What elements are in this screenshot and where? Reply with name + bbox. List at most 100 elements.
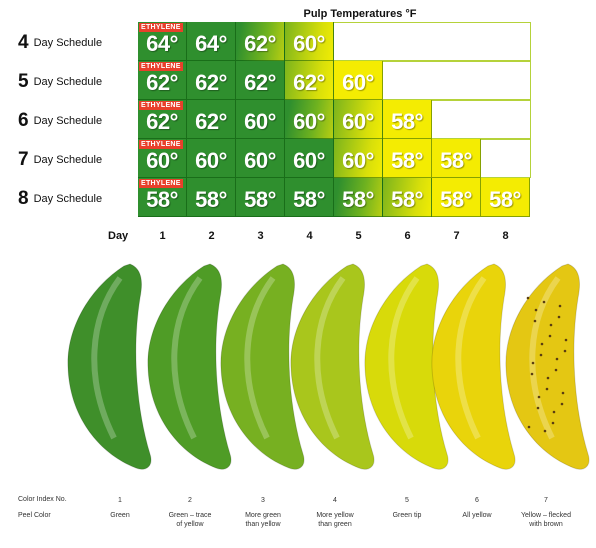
banana-2	[147, 263, 232, 470]
temp-cell: 60°	[334, 100, 383, 139]
brown-fleck	[557, 315, 561, 319]
brown-fleck	[552, 410, 556, 414]
schedule-label-5: 5 Day Schedule	[18, 63, 133, 100]
brown-fleck	[549, 323, 553, 327]
temp-cell: 62° ETHYLENE	[138, 61, 187, 100]
row-outline	[481, 139, 531, 178]
schedule-label-7: 7 Day Schedule	[18, 141, 133, 178]
day-number: 5	[355, 230, 362, 242]
ethylene-badge: ETHYLENE	[139, 23, 183, 32]
temp-cell: 62°	[187, 61, 236, 100]
color-index-value: 2	[188, 497, 192, 504]
peel-color-value: Green tip	[372, 511, 442, 520]
peel-color-line: with brown	[529, 521, 563, 528]
schedule-number: 4	[18, 31, 29, 53]
day-number: 4	[306, 230, 313, 242]
temp-cell: 60°	[236, 139, 285, 178]
temp-cell: 58°	[383, 178, 432, 217]
peel-color-label: Peel Color	[18, 512, 51, 519]
temp-cell: 62°	[236, 22, 285, 61]
banana-7	[505, 263, 590, 470]
temp-value: 58°	[244, 187, 276, 212]
day-number: 2	[208, 230, 215, 242]
temp-value: 62°	[195, 70, 227, 95]
temp-value: 58°	[391, 148, 423, 173]
peel-color-line: Green	[110, 512, 130, 519]
temp-cell: 60°	[285, 139, 334, 178]
temp-cell: 60°	[236, 100, 285, 139]
temp-cell: 60°	[334, 139, 383, 178]
temp-value: 62°	[293, 70, 325, 95]
temp-value: 58°	[195, 187, 227, 212]
peel-color-line: Yellow – flecked	[521, 512, 571, 519]
temp-cell: 58°	[432, 178, 481, 217]
schedule-text: Day Schedule	[33, 192, 103, 205]
brown-fleck	[563, 349, 567, 353]
color-index-value: 1	[118, 497, 122, 504]
banana-4	[290, 263, 375, 470]
temp-cell: 62° ETHYLENE	[138, 100, 187, 139]
schedule-label-8: 8 Day Schedule	[18, 180, 133, 217]
brown-fleck	[540, 342, 544, 346]
brown-fleck	[548, 334, 552, 338]
peel-color-value: Green	[85, 511, 155, 520]
temp-cell: 60°	[187, 139, 236, 178]
banana-highlight	[91, 276, 123, 440]
schedule-number: 5	[18, 70, 29, 92]
temp-value: 60°	[342, 148, 374, 173]
brown-fleck	[526, 296, 530, 300]
peel-color-line: of yellow	[176, 521, 204, 528]
temp-value: 60°	[293, 148, 325, 173]
temp-value: 60°	[146, 148, 178, 173]
temp-value: 58°	[391, 109, 423, 134]
brown-fleck	[534, 308, 538, 312]
ethylene-badge: ETHYLENE	[139, 62, 183, 71]
temp-cell: 64° ETHYLENE	[138, 22, 187, 61]
brown-fleck	[533, 319, 537, 323]
brown-fleck	[545, 387, 549, 391]
temp-cell: 62°	[285, 61, 334, 100]
ethylene-badge: ETHYLENE	[139, 140, 183, 149]
temp-cell: 58°	[432, 139, 481, 178]
peel-color-line: than yellow	[245, 521, 281, 528]
temp-cell: 60° ETHYLENE	[138, 139, 187, 178]
temp-value: 60°	[244, 109, 276, 134]
brown-fleck	[537, 395, 541, 399]
banana-6	[431, 263, 516, 470]
color-index-label: Color Index No.	[18, 496, 67, 503]
brown-fleck	[554, 368, 558, 372]
schedule-label-4: 4 Day Schedule	[18, 24, 133, 61]
peel-color-value: All yellow	[442, 511, 512, 520]
ethylene-badge: ETHYLENE	[139, 179, 183, 188]
brown-fleck	[531, 361, 535, 365]
temp-value: 60°	[244, 148, 276, 173]
banana-highlight	[314, 276, 346, 440]
temp-cell: 58°	[187, 178, 236, 217]
temp-value: 62°	[244, 31, 276, 56]
banana-highlight	[244, 276, 276, 440]
brown-fleck	[542, 300, 546, 304]
temp-value: 58°	[342, 187, 374, 212]
row-outline	[334, 22, 531, 61]
brown-fleck	[546, 376, 550, 380]
temp-value: 64°	[195, 31, 227, 56]
temp-value: 58°	[391, 187, 423, 212]
temp-cell: 58°	[383, 139, 432, 178]
temp-value: 58°	[440, 187, 472, 212]
temp-value: 58°	[440, 148, 472, 173]
temp-cell: 64°	[187, 22, 236, 61]
row-outline	[383, 61, 531, 100]
brown-fleck	[530, 372, 534, 376]
peel-color-line: Green tip	[392, 512, 422, 519]
temp-value: 64°	[146, 31, 178, 56]
temp-value: 62°	[146, 109, 178, 134]
temp-value: 60°	[293, 31, 325, 56]
temp-cell: 62°	[236, 61, 285, 100]
schedule-number: 8	[18, 187, 29, 209]
brown-fleck	[536, 406, 540, 410]
banana-ripeness-illustration	[67, 263, 590, 470]
schedule-label-6: 6 Day Schedule	[18, 102, 133, 139]
temp-value: 58°	[146, 187, 178, 212]
day-number: 3	[257, 230, 264, 242]
color-index-value: 5	[405, 497, 409, 504]
